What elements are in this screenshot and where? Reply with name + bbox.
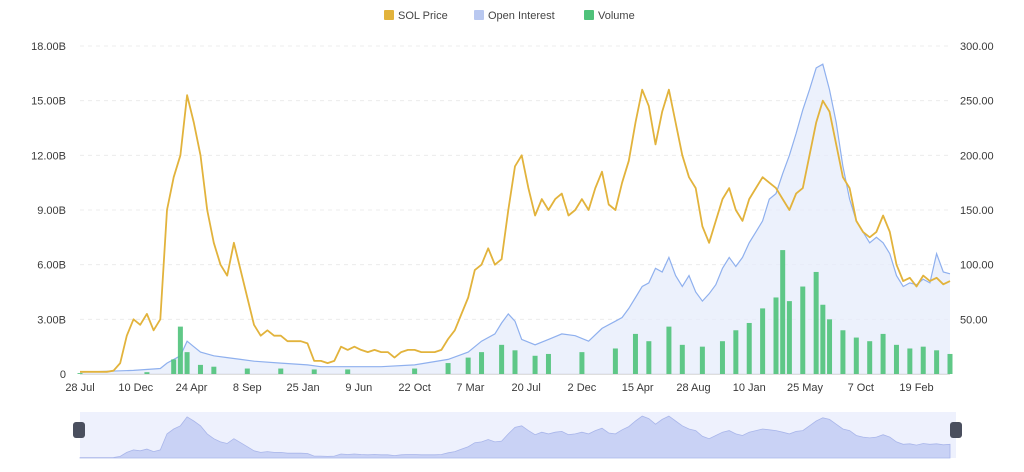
volume-bar bbox=[679, 344, 685, 374]
volume-bar bbox=[197, 364, 203, 374]
x-tick-label: 15 Apr bbox=[622, 382, 654, 394]
volume-bar bbox=[880, 333, 886, 374]
plot-area bbox=[77, 63, 953, 374]
volume-bar bbox=[278, 368, 284, 374]
x-tick-label: 10 Jan bbox=[733, 382, 766, 394]
volume-bar bbox=[827, 319, 833, 374]
volume-bar bbox=[719, 341, 725, 374]
volume-bar bbox=[184, 352, 190, 374]
legend-label-volume: Volume bbox=[598, 10, 635, 22]
open-interest-area bbox=[80, 64, 950, 374]
x-tick-label: 10 Dec bbox=[118, 382, 153, 394]
x-tick-label: 19 Feb bbox=[899, 382, 933, 394]
volume-bar bbox=[780, 250, 786, 374]
volume-bars bbox=[77, 250, 953, 374]
volume-bar bbox=[934, 350, 940, 374]
volume-bar bbox=[211, 366, 217, 374]
navigator-handle-right[interactable] bbox=[950, 422, 962, 438]
volume-bar bbox=[579, 352, 585, 374]
legend: SOL Price Open Interest Volume bbox=[384, 10, 635, 22]
volume-bar bbox=[840, 330, 846, 374]
volume-bar bbox=[612, 348, 618, 374]
y-right-tick-label: 250.00 bbox=[960, 96, 994, 108]
x-tick-label: 25 Jan bbox=[287, 382, 320, 394]
volume-bar bbox=[800, 286, 806, 374]
x-tick-label: 7 Oct bbox=[848, 382, 874, 394]
x-tick-label: 20 Jul bbox=[511, 382, 540, 394]
volume-bar bbox=[733, 330, 739, 374]
y-axis-left: 0 3.00B 6.00B 9.00B 12.00B 15.00B 18.00B bbox=[31, 41, 66, 381]
volume-bar bbox=[345, 369, 351, 374]
y-left-tick-label: 15.00B bbox=[31, 96, 66, 108]
volume-bar bbox=[907, 348, 913, 374]
volume-bar bbox=[699, 346, 705, 374]
y-right-tick-label: 50.00 bbox=[960, 314, 988, 326]
y-right-tick-label: 100.00 bbox=[960, 260, 994, 272]
volume-bar bbox=[646, 341, 652, 374]
legend-label-open-interest: Open Interest bbox=[488, 10, 555, 22]
y-left-tick-label: 6.00B bbox=[37, 260, 66, 272]
volume-bar bbox=[311, 369, 317, 374]
volume-bar bbox=[666, 326, 672, 374]
volume-bar bbox=[760, 308, 766, 374]
volume-bar bbox=[465, 357, 471, 374]
range-navigator[interactable] bbox=[73, 412, 962, 459]
volume-bar bbox=[244, 368, 250, 374]
legend-label-sol-price: SOL Price bbox=[398, 10, 448, 22]
x-tick-label: 22 Oct bbox=[398, 382, 430, 394]
y-right-tick-label: 200.00 bbox=[960, 150, 994, 162]
volume-bar bbox=[853, 337, 859, 374]
volume-bar bbox=[813, 271, 819, 374]
legend-swatch-open-interest bbox=[474, 10, 484, 20]
navigator-preview-area bbox=[79, 415, 951, 459]
x-tick-label: 9 Jun bbox=[345, 382, 372, 394]
x-tick-label: 28 Jul bbox=[65, 382, 94, 394]
legend-swatch-volume bbox=[584, 10, 594, 20]
volume-bar bbox=[512, 350, 518, 374]
x-tick-label: 8 Sep bbox=[233, 382, 262, 394]
volume-bar bbox=[920, 346, 926, 374]
volume-bar bbox=[867, 341, 873, 374]
volume-bar bbox=[177, 326, 183, 374]
volume-bar bbox=[77, 373, 83, 374]
volume-bar bbox=[746, 322, 752, 374]
y-left-tick-label: 18.00B bbox=[31, 41, 66, 53]
x-tick-label: 25 May bbox=[787, 382, 824, 394]
x-tick-label: 2 Dec bbox=[568, 382, 597, 394]
volume-bar bbox=[445, 363, 451, 374]
y-right-tick-label: 300.00 bbox=[960, 41, 994, 53]
volume-bar bbox=[412, 368, 418, 374]
x-tick-label: 28 Aug bbox=[676, 382, 710, 394]
x-tick-label: 7 Mar bbox=[456, 382, 484, 394]
volume-bar bbox=[532, 355, 538, 374]
volume-bar bbox=[144, 372, 150, 374]
volume-bar bbox=[947, 353, 953, 374]
y-right-tick-label: 150.00 bbox=[960, 205, 994, 217]
sol-price-line bbox=[80, 88, 951, 373]
volume-bar bbox=[820, 304, 826, 374]
volume-bar bbox=[171, 359, 177, 374]
y-left-tick-label: 9.00B bbox=[37, 205, 66, 217]
y-left-tick-label: 0 bbox=[60, 369, 66, 381]
volume-bar bbox=[893, 344, 899, 374]
y-axis-right: 50.00 100.00 150.00 200.00 250.00 300.00 bbox=[960, 41, 994, 326]
volume-bar bbox=[786, 301, 792, 374]
volume-bar bbox=[773, 297, 779, 374]
x-tick-label: 24 Apr bbox=[176, 382, 208, 394]
volume-bar bbox=[545, 353, 551, 374]
legend-swatch-sol-price bbox=[384, 10, 394, 20]
volume-bar bbox=[479, 352, 485, 374]
y-left-tick-label: 3.00B bbox=[37, 314, 66, 326]
x-axis: 28 Jul 10 Dec 24 Apr 8 Sep 25 Jan 9 Jun 22 Oct… bbox=[65, 382, 933, 394]
y-left-tick-label: 12.00B bbox=[31, 150, 66, 162]
volume-bar bbox=[632, 333, 638, 374]
navigator-handle-left[interactable] bbox=[73, 422, 85, 438]
volume-bar bbox=[499, 344, 505, 374]
